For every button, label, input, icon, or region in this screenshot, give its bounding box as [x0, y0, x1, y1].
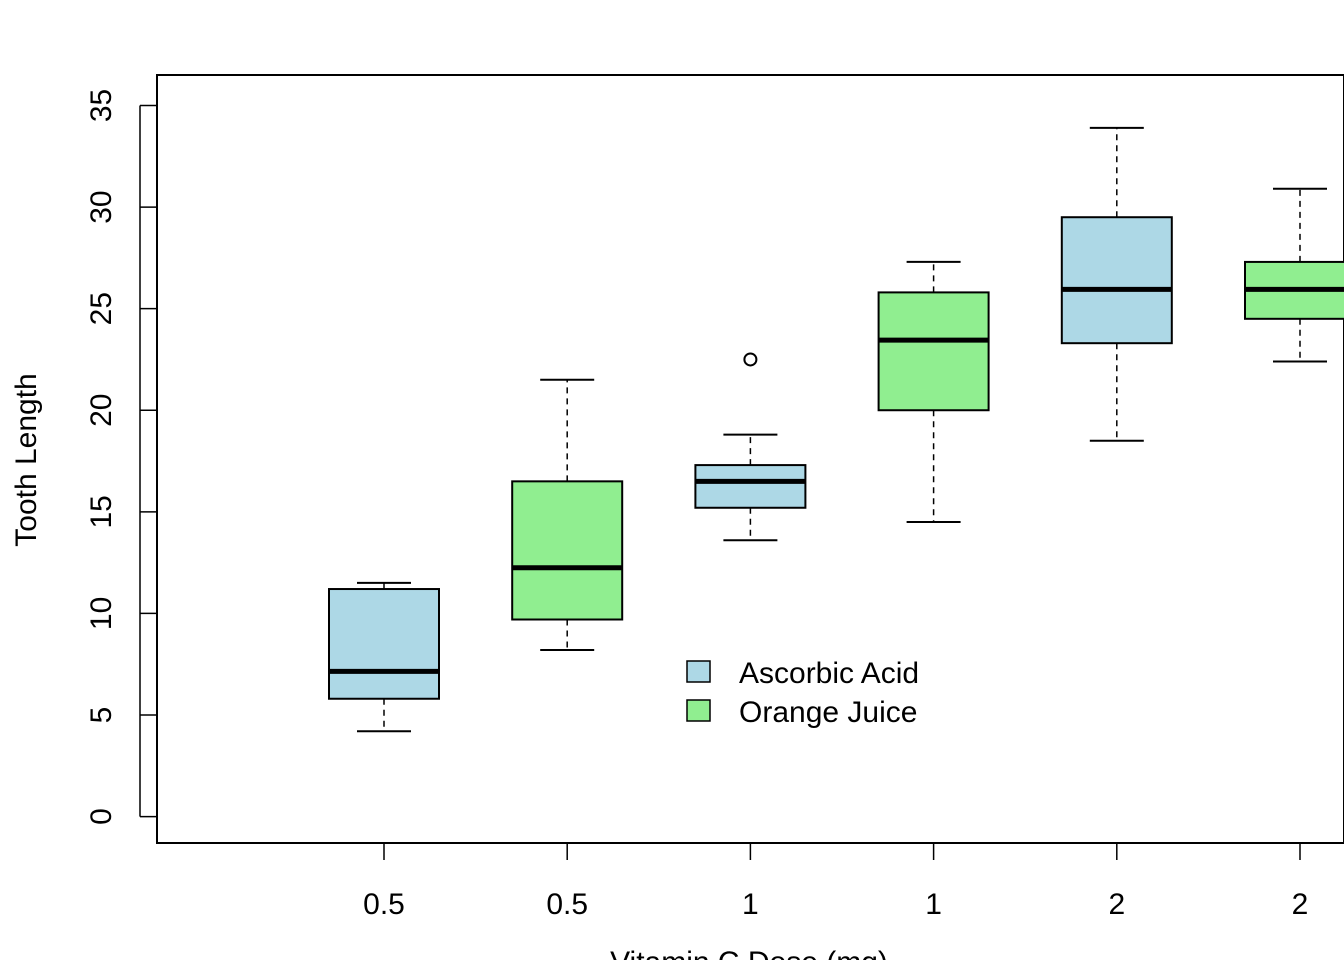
y-tick-label: 5 [85, 707, 118, 724]
y-tick-label: 20 [85, 394, 118, 427]
y-tick-label: 0 [85, 808, 118, 825]
x-tick-label: 1 [742, 888, 759, 921]
outlier-point [743, 352, 758, 367]
legend-swatch [686, 660, 711, 683]
y-tick-label: 25 [85, 292, 118, 325]
box-iqr [877, 291, 990, 412]
x-axis: 0.5 0.5 1 1 2 2 [363, 842, 1309, 921]
box-iqr [694, 464, 807, 509]
x-tick-label: 1 [925, 888, 942, 921]
box-group [1244, 187, 1344, 363]
y-tick-label: 10 [85, 597, 118, 630]
y-axis: 0 5 10 15 20 25 30 35 [85, 89, 157, 825]
legend-label: Orange Juice [739, 696, 917, 729]
x-tick-label: 2 [1292, 888, 1309, 921]
box-group [511, 378, 624, 651]
legend-swatch [686, 699, 711, 722]
y-tick-label: 35 [85, 89, 118, 122]
y-axis-title: Tooth Length [10, 373, 43, 546]
legend-label: Ascorbic Acid [739, 657, 919, 690]
boxes-layer [328, 126, 1344, 733]
y-tick-label: 15 [85, 495, 118, 528]
box-iqr [1060, 216, 1173, 345]
x-axis-title: Vitamin C Dose (mg) [610, 946, 888, 960]
x-tick-label: 0.5 [363, 888, 405, 921]
box-group [328, 581, 440, 733]
box-iqr [328, 588, 440, 700]
x-tick-label: 0.5 [546, 888, 588, 921]
box-iqr [511, 480, 624, 621]
box-group [877, 260, 990, 523]
y-tick-label: 30 [85, 190, 118, 223]
box-group [1060, 126, 1173, 442]
legend: Ascorbic Acid Orange Juice [686, 657, 919, 729]
x-tick-label: 2 [1108, 888, 1125, 921]
box-group [694, 352, 807, 542]
